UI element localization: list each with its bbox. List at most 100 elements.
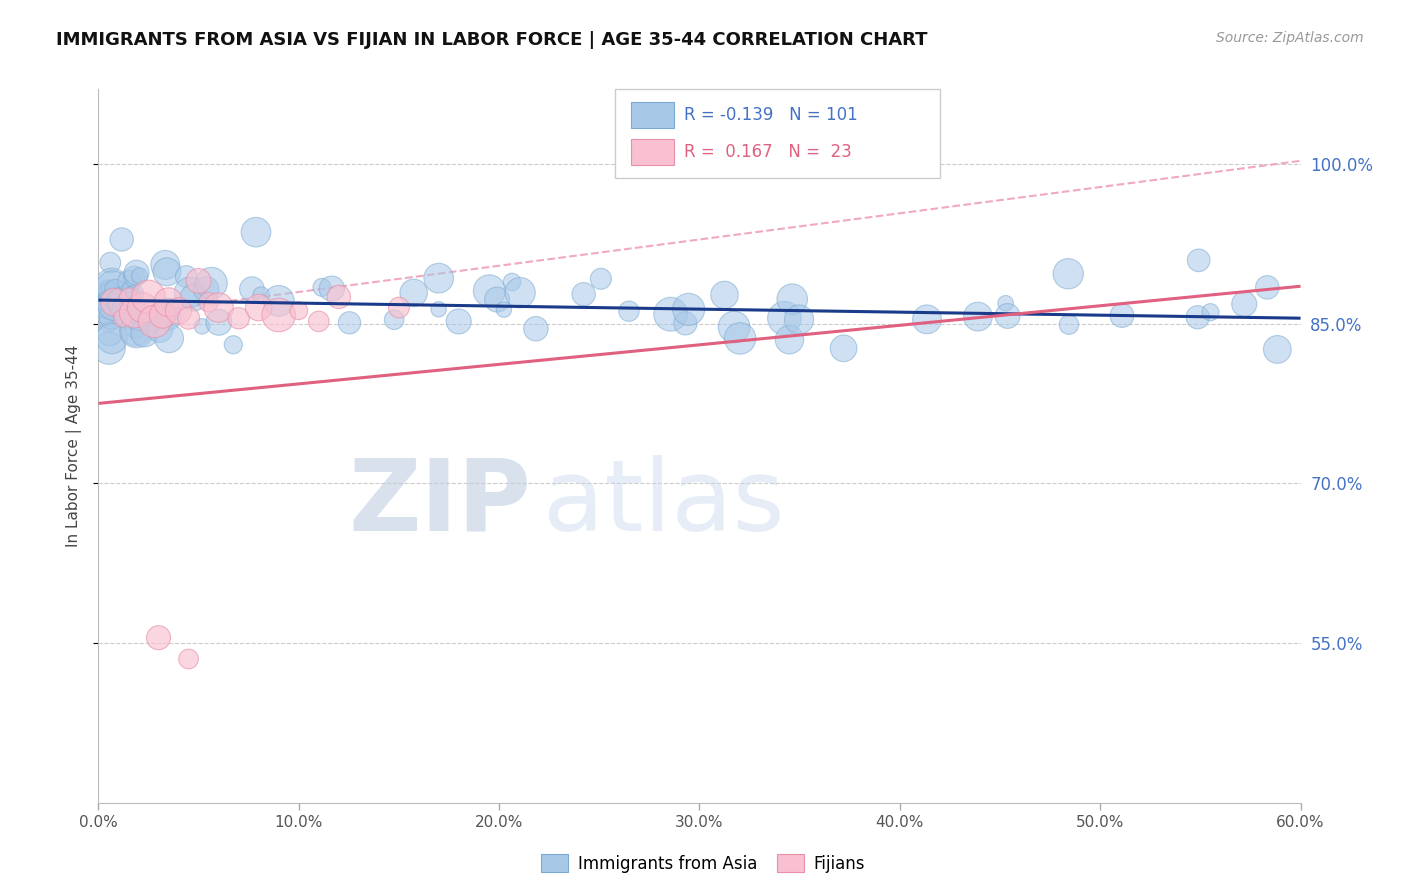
Point bbox=[128, 310, 150, 324]
Point bbox=[1057, 267, 1080, 281]
Point bbox=[1233, 297, 1256, 311]
Point bbox=[183, 290, 205, 304]
Point bbox=[208, 315, 231, 329]
Point bbox=[675, 316, 697, 330]
Point bbox=[713, 288, 735, 302]
Point bbox=[427, 302, 450, 317]
Point bbox=[723, 320, 745, 334]
Point bbox=[124, 306, 146, 320]
Point bbox=[138, 290, 160, 304]
Point bbox=[118, 303, 141, 318]
Point bbox=[98, 326, 121, 341]
Point bbox=[114, 295, 136, 310]
Point bbox=[250, 288, 273, 302]
Point bbox=[200, 276, 222, 290]
Point bbox=[832, 341, 855, 355]
Point bbox=[156, 303, 179, 318]
Point bbox=[1057, 318, 1080, 332]
Point bbox=[115, 299, 138, 313]
Point bbox=[311, 280, 333, 294]
Point bbox=[157, 331, 180, 345]
Point bbox=[100, 310, 122, 324]
Point bbox=[787, 312, 810, 326]
Y-axis label: In Labor Force | Age 35-44: In Labor Force | Age 35-44 bbox=[66, 345, 82, 547]
Point bbox=[191, 319, 214, 334]
Point bbox=[659, 307, 682, 321]
Point bbox=[339, 316, 361, 330]
Point bbox=[427, 271, 450, 285]
Point bbox=[1256, 280, 1278, 294]
Point bbox=[245, 225, 267, 239]
Point bbox=[778, 333, 800, 347]
Point bbox=[967, 310, 990, 324]
Point bbox=[108, 294, 131, 309]
Point bbox=[138, 314, 160, 328]
Point bbox=[97, 289, 120, 303]
Point bbox=[222, 338, 245, 352]
Point bbox=[617, 304, 640, 318]
Point bbox=[97, 296, 120, 310]
Text: atlas: atlas bbox=[543, 455, 785, 551]
Point bbox=[308, 314, 330, 328]
Point bbox=[177, 652, 200, 666]
Point bbox=[447, 314, 470, 328]
Legend: Immigrants from Asia, Fijians: Immigrants from Asia, Fijians bbox=[534, 847, 872, 880]
Point bbox=[104, 283, 127, 297]
Point bbox=[125, 309, 148, 323]
Point bbox=[117, 290, 139, 304]
Point bbox=[97, 289, 120, 303]
Point bbox=[111, 311, 134, 326]
Point bbox=[915, 312, 938, 326]
Point bbox=[1265, 343, 1288, 357]
Point bbox=[101, 331, 124, 345]
Point bbox=[157, 310, 180, 325]
Point bbox=[773, 311, 796, 326]
Point bbox=[197, 295, 219, 310]
Point bbox=[97, 302, 120, 317]
Point bbox=[228, 311, 250, 326]
Point bbox=[124, 286, 146, 301]
Point bbox=[125, 324, 148, 338]
Point bbox=[103, 295, 125, 310]
Point bbox=[98, 341, 121, 355]
Point bbox=[121, 289, 143, 303]
Point bbox=[117, 308, 139, 322]
Point bbox=[118, 275, 141, 289]
Point bbox=[128, 268, 150, 283]
Point bbox=[122, 269, 145, 284]
Point bbox=[589, 272, 612, 286]
Text: IMMIGRANTS FROM ASIA VS FIJIAN IN LABOR FORCE | AGE 35-44 CORRELATION CHART: IMMIGRANTS FROM ASIA VS FIJIAN IN LABOR … bbox=[56, 31, 928, 49]
Point bbox=[179, 285, 201, 300]
Point bbox=[492, 302, 515, 317]
Text: ZIP: ZIP bbox=[349, 455, 531, 551]
Point bbox=[131, 301, 153, 315]
Point bbox=[117, 298, 139, 312]
Point bbox=[155, 258, 177, 272]
Point bbox=[1188, 253, 1211, 268]
Point bbox=[382, 312, 405, 326]
Point bbox=[97, 282, 120, 296]
Point bbox=[187, 274, 209, 288]
Point bbox=[103, 297, 125, 311]
Point bbox=[328, 290, 350, 304]
Point bbox=[997, 309, 1019, 323]
Point bbox=[288, 303, 311, 318]
Point bbox=[388, 301, 411, 315]
FancyBboxPatch shape bbox=[616, 89, 939, 178]
Point bbox=[509, 285, 531, 300]
Point bbox=[208, 301, 231, 315]
Point bbox=[402, 285, 425, 300]
Point bbox=[152, 308, 174, 322]
Point bbox=[240, 282, 263, 296]
Point bbox=[247, 301, 270, 315]
Point bbox=[125, 324, 148, 338]
FancyBboxPatch shape bbox=[631, 139, 673, 165]
Point bbox=[143, 310, 166, 324]
Point bbox=[167, 303, 190, 318]
Point bbox=[478, 284, 501, 298]
Point bbox=[156, 265, 179, 279]
Point bbox=[1111, 309, 1133, 323]
Point bbox=[780, 292, 803, 306]
Point bbox=[111, 232, 134, 246]
Point bbox=[572, 287, 595, 301]
